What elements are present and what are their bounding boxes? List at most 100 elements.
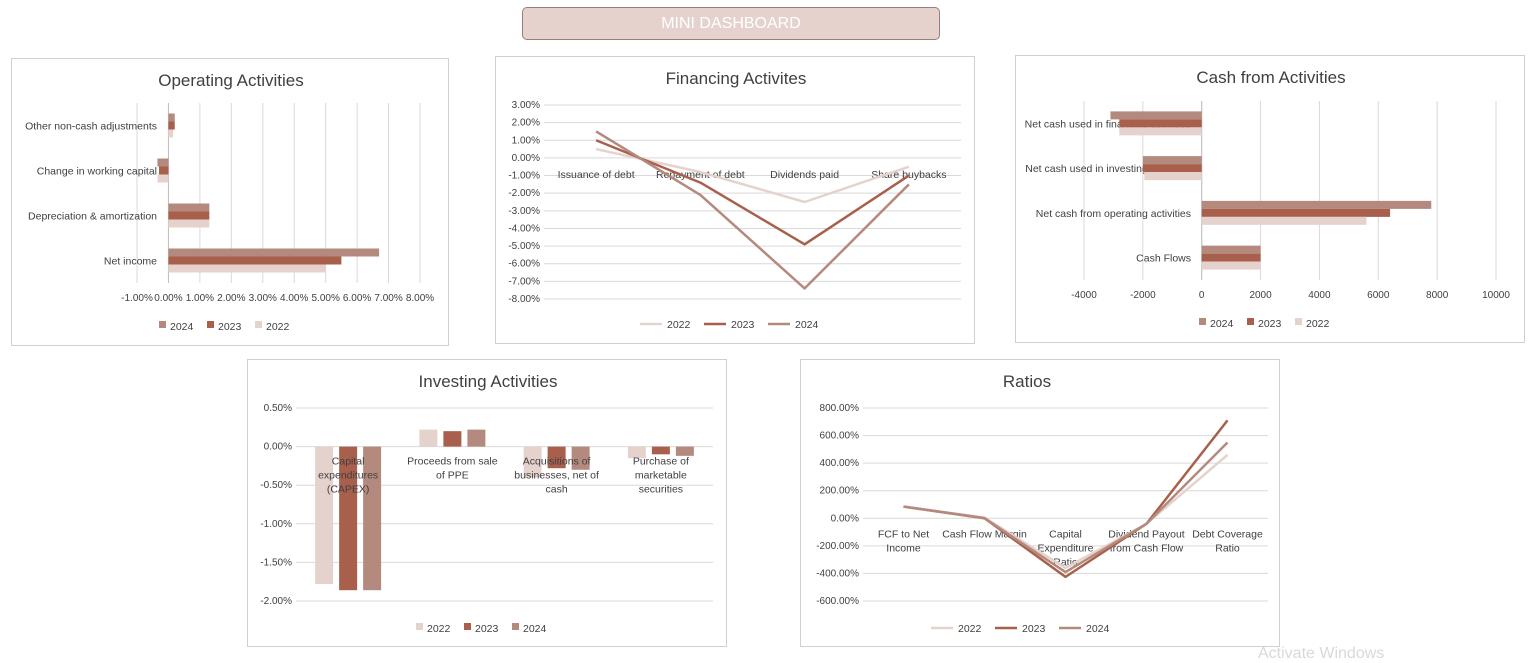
x-tick-label: 10000 <box>1482 290 1510 301</box>
x-tick-label: -1.00% <box>121 293 153 304</box>
ratios-svg: Ratios 800.00% 600.00% 400.00% 200.00% 0.00% -… <box>816 372 1268 635</box>
bar-2023 <box>168 256 342 265</box>
column-2023 <box>339 446 358 591</box>
legend-label-2022: 2022 <box>266 321 290 333</box>
legend-label-2022: 2022 <box>958 623 982 635</box>
watermark-text: Activate Windows <box>1258 645 1385 662</box>
y-tick-label: -200.00% <box>816 541 859 552</box>
category-label: Other non-cash adjustments <box>25 121 157 133</box>
y-tick-label: 800.00% <box>820 403 860 414</box>
bar-2024 <box>168 203 210 212</box>
bar-2024 <box>157 158 169 167</box>
category-label: FCF to Net Income <box>878 528 929 554</box>
x-tick-label: 4.00% <box>280 293 308 304</box>
legend-swatch-2024 <box>1199 318 1206 325</box>
y-tick-label: 600.00% <box>820 431 860 442</box>
x-tick-label: 7.00% <box>374 293 402 304</box>
y-tick-label: -1.00% <box>260 519 292 530</box>
operating-activities-svg: Operating Activities -1.00% 0.00% 1.00% 2.00… <box>25 71 434 333</box>
x-tick-label: 5.00% <box>311 293 339 304</box>
chart-title: Financing Activites <box>666 69 807 88</box>
bar-2022 <box>168 129 174 138</box>
bar-2023 <box>168 121 175 130</box>
category-label: Issuance of debt <box>558 169 635 181</box>
x-tick-label: 3.00% <box>249 293 277 304</box>
column-2022 <box>419 429 438 447</box>
x-tick-label: 6000 <box>1367 290 1390 301</box>
column-2024 <box>467 429 486 447</box>
y-tick-label: 0.50% <box>264 403 292 414</box>
x-tick-label: 4000 <box>1308 290 1331 301</box>
x-tick-label: -4000 <box>1071 290 1097 301</box>
category-label: Dividend Payout from Cash Flow <box>1108 528 1185 554</box>
y-tick-label: -5.00% <box>508 241 540 252</box>
legend-label-2023: 2023 <box>731 319 755 331</box>
legend-label-2024: 2024 <box>795 319 819 331</box>
financing-activities-chart: Financing Activites 3.00% 2.00% 1.00% 0.00% -… <box>495 56 975 344</box>
bar-2022 <box>1201 261 1261 270</box>
category-label: Debt Coverage Ratio <box>1192 528 1263 554</box>
bar-2024 <box>1110 111 1202 120</box>
category-label: Capital expenditures (CAPEX) <box>318 456 378 496</box>
column-2023 <box>651 446 670 455</box>
y-tick-label: -0.50% <box>260 480 292 491</box>
column-2022 <box>627 446 646 459</box>
y-tick-label: -3.00% <box>508 206 540 217</box>
investing-activities-chart: Investing Activities 0.50% 0.00% -0.50% -1.0… <box>247 359 727 647</box>
series-line-2024 <box>903 441 1229 574</box>
x-tick-label: 8.00% <box>406 293 434 304</box>
y-tick-label: -400.00% <box>816 568 859 579</box>
category-label: Cash Flows <box>1136 253 1191 265</box>
column-2022 <box>315 446 334 585</box>
bar-2023 <box>1119 119 1202 128</box>
bar-2023 <box>1201 253 1261 262</box>
x-tick-label: 0 <box>1199 290 1205 301</box>
bar-2023 <box>168 211 210 220</box>
bar-2023 <box>1142 164 1202 173</box>
legend-label-2024: 2024 <box>523 623 547 635</box>
y-tick-label: -1.00% <box>508 171 540 182</box>
category-label: Change in working capital <box>37 166 157 178</box>
y-tick-label: 0.00% <box>264 442 292 453</box>
legend-label-2022: 2022 <box>1306 318 1330 330</box>
legend-swatch-2022 <box>416 623 423 630</box>
bar-2022 <box>168 264 326 273</box>
cash-from-activities-chart: Cash from Activities -4000 -2000 0 2000 4000 6… <box>1015 55 1525 343</box>
y-tick-label: -8.00% <box>508 294 540 305</box>
bar-2024 <box>1201 245 1261 254</box>
series-line-2023 <box>595 139 910 246</box>
dashboard-title-button[interactable]: MINI DASHBOARD <box>522 7 940 40</box>
y-tick-label: 1.00% <box>512 135 540 146</box>
x-tick-label: 6.00% <box>343 293 371 304</box>
legend-swatch-2023 <box>207 321 214 328</box>
x-tick-label: 8000 <box>1426 290 1449 301</box>
y-tick-label: -6.00% <box>508 259 540 270</box>
cash-from-activities-svg: Cash from Activities -4000 -2000 0 2000 4000 6… <box>1025 68 1511 330</box>
category-label: Net income <box>104 256 157 268</box>
bar-2024 <box>1201 200 1432 209</box>
y-tick-label: -7.00% <box>508 276 540 287</box>
bar-2022 <box>168 219 210 228</box>
y-tick-label: 0.00% <box>831 513 859 524</box>
bar-2024 <box>168 248 380 257</box>
legend-label-2023: 2023 <box>1022 623 1046 635</box>
y-tick-label: 400.00% <box>820 458 860 469</box>
chart-title: Cash from Activities <box>1196 68 1345 87</box>
y-tick-label: -4.00% <box>508 223 540 234</box>
y-tick-label: 3.00% <box>512 100 540 111</box>
column-2023 <box>443 431 462 447</box>
legend-label-2023: 2023 <box>1258 318 1282 330</box>
chart-title: Ratios <box>1003 372 1051 391</box>
y-tick-label: 0.00% <box>512 153 540 164</box>
legend-swatch-2022 <box>1295 318 1302 325</box>
legend-swatch-2024 <box>159 321 166 328</box>
ratios-chart: Ratios 800.00% 600.00% 400.00% 200.00% 0.00% -… <box>800 359 1280 647</box>
legend-label-2024: 2024 <box>170 321 194 333</box>
series-line-2024 <box>595 130 910 290</box>
x-tick-label: 2000 <box>1249 290 1272 301</box>
bar-2024 <box>1142 156 1202 165</box>
bar-2022 <box>1119 127 1202 136</box>
legend-label-2023: 2023 <box>475 623 499 635</box>
column-2022 <box>523 446 542 478</box>
column-2024 <box>675 446 694 456</box>
